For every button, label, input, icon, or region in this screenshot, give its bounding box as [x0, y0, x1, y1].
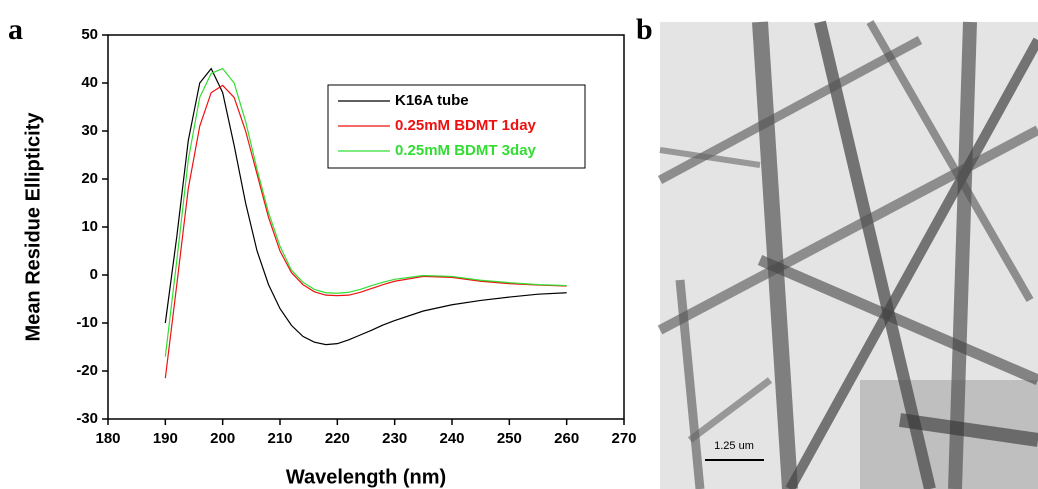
- rod: [948, 21, 977, 489]
- x-tick-label: 240: [439, 430, 464, 447]
- x-tick-label: 260: [554, 430, 579, 447]
- rod: [814, 20, 936, 489]
- rod: [659, 147, 761, 168]
- rod: [675, 279, 705, 489]
- y-tick-label: 20: [81, 170, 98, 187]
- x-tick-label: 230: [382, 430, 407, 447]
- scale-bar-label: 1.25 um: [714, 440, 754, 452]
- rod: [898, 413, 1038, 447]
- rod: [785, 37, 1038, 489]
- plot-a: -30 -20 -10 0 10 20 30 40 50 180 190 200 210 220 230 24…: [22, 26, 636, 488]
- y-tick-label: 40: [81, 74, 98, 91]
- legend-label: 0.25mM BDMT 3day: [395, 142, 537, 159]
- x-tick-label: 180: [95, 430, 120, 447]
- legend-label: 0.25mM BDMT 1day: [395, 117, 537, 134]
- x-tick-label: 250: [497, 430, 522, 447]
- x-tick-label: 210: [267, 430, 292, 447]
- y-axis-title: Mean Residue Ellipticity: [22, 112, 44, 342]
- y-tick-label: 50: [81, 26, 98, 43]
- x-tick-label: 220: [325, 430, 350, 447]
- rod: [687, 377, 773, 443]
- panel-label: b: [636, 13, 653, 46]
- legend-label: K16A tube: [395, 92, 469, 109]
- x-tick-label: 270: [611, 430, 636, 447]
- series-line: [164, 67, 567, 357]
- x-axis-title: Wavelength (nm): [286, 466, 446, 488]
- rod: [752, 21, 798, 489]
- x-tick-label: 190: [153, 430, 178, 447]
- rod: [866, 20, 1034, 302]
- x-tick-label: 200: [210, 430, 235, 447]
- micrograph: 1.25 um: [657, 20, 1038, 489]
- y-tick-label: -10: [76, 314, 98, 331]
- rod: [657, 125, 1038, 335]
- y-tick-label: 10: [81, 218, 98, 235]
- y-tick-label: -30: [76, 410, 98, 427]
- series-line: [164, 67, 567, 346]
- y-tick-label: 30: [81, 122, 98, 139]
- y-tick-label: -20: [76, 362, 98, 379]
- panel-label: a: [8, 13, 23, 46]
- y-tick-label: 0: [90, 266, 98, 283]
- series-line: [164, 84, 567, 379]
- rod: [757, 254, 1038, 386]
